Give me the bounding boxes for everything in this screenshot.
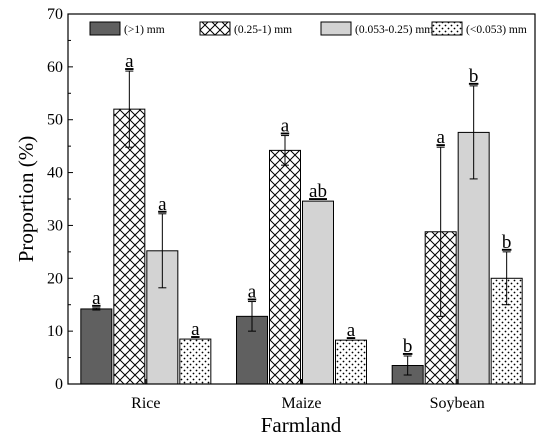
legend: (>1) mm (0.25-1) mm (0.053-0.25) mm (<0.053… xyxy=(89,21,527,36)
legend-label-3: (0.053-0.25) mm xyxy=(355,24,433,36)
significance-letter-4-rice: a xyxy=(191,319,200,340)
y-tick-label-50: 50 xyxy=(47,112,63,129)
bar-2-rice xyxy=(113,108,146,385)
y-tick-label-30: 30 xyxy=(47,217,63,234)
bar-1-rice xyxy=(80,308,113,385)
y-tick-label-70: 70 xyxy=(47,6,63,23)
legend-swatch-4 xyxy=(431,21,463,36)
error-bars-layer xyxy=(92,70,511,376)
y-tick-label-10: 10 xyxy=(47,323,63,340)
significance-letter-3-rice: a xyxy=(158,194,167,215)
y-axis-ticks: 0 10 20 30 40 50 60 70 xyxy=(47,6,73,393)
error-bar-3-rice xyxy=(158,213,167,289)
error-bar-2-soybean xyxy=(436,146,445,317)
error-bar-4-soybean xyxy=(502,251,511,306)
significance-letter-2-soybean: a xyxy=(436,127,445,148)
x-axis-ticks: Rice Maize Soybean xyxy=(131,379,485,412)
legend-swatch-3 xyxy=(320,21,352,36)
error-bar-2-maize xyxy=(281,135,289,166)
x-axis-label: Farmland xyxy=(261,413,342,437)
y-tick-label-60: 60 xyxy=(47,59,63,76)
x-tick-label-rice: Rice xyxy=(131,395,160,412)
legend-label-4: (<0.053) mm xyxy=(466,24,527,36)
significance-letter-2-maize: a xyxy=(281,116,290,137)
error-bar-1-soybean xyxy=(403,355,412,376)
bars-layer xyxy=(80,108,523,385)
significance-letter-4-maize: a xyxy=(347,320,356,341)
x-tick-label-maize: Maize xyxy=(282,395,322,412)
legend-swatch-1 xyxy=(89,21,121,36)
y-tick-label-20: 20 xyxy=(47,270,63,287)
y-axis-label: Proportion (%) xyxy=(14,136,38,263)
error-bar-1-maize xyxy=(248,301,256,332)
bar-3-maize xyxy=(302,200,334,385)
legend-swatch-2 xyxy=(199,21,231,36)
error-bar-2-rice xyxy=(125,70,134,148)
significance-letter-4-soybean: b xyxy=(502,232,512,253)
error-bar-1-rice xyxy=(92,307,101,311)
y-tick-label-0: 0 xyxy=(55,376,63,393)
significance-letter-1-soybean: b xyxy=(403,336,413,357)
legend-label-2: (0.25-1) mm xyxy=(234,24,292,36)
significance-letter-3-soybean: b xyxy=(469,66,479,87)
bar-2-maize xyxy=(269,149,301,385)
significance-letter-3-maize: ab xyxy=(309,181,327,202)
error-bar-3-soybean xyxy=(469,85,478,180)
bar-4-rice xyxy=(179,338,212,385)
significance-letter-2-rice: a xyxy=(125,51,134,72)
significance-letter-1-maize: a xyxy=(248,282,257,303)
significance-letter-1-rice: a xyxy=(92,288,101,309)
legend-label-1: (>1) mm xyxy=(124,24,165,36)
x-tick-label-soybean: Soybean xyxy=(430,395,485,412)
bar-4-maize xyxy=(335,339,367,385)
y-tick-label-40: 40 xyxy=(47,165,63,182)
